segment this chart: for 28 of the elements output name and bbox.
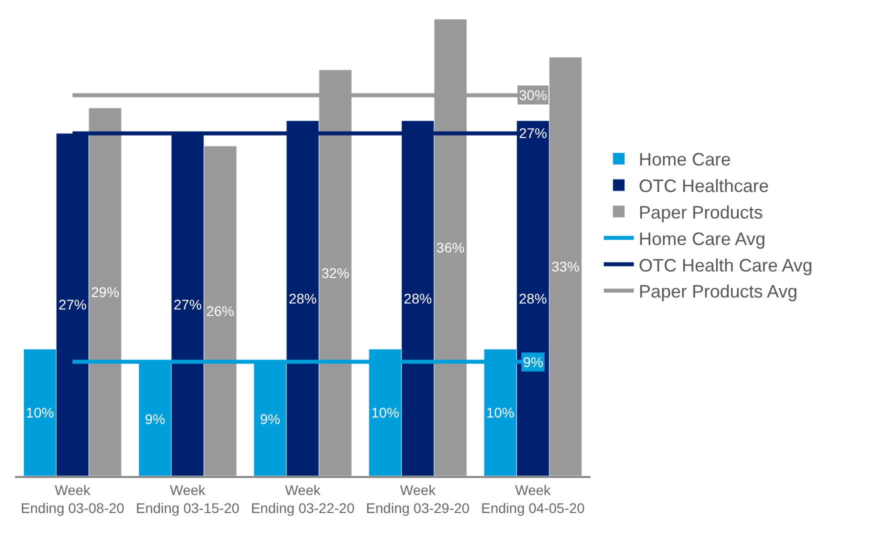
legend-label: Home Care Avg bbox=[638, 228, 766, 249]
x-tick-label: Week Ending 03-22-20 bbox=[250, 482, 355, 516]
data-label: 10% bbox=[26, 404, 54, 421]
data-label: 27% bbox=[174, 296, 202, 313]
data-label: 9% bbox=[144, 410, 166, 427]
data-label: 32% bbox=[321, 264, 350, 281]
legend-label: OTC Healthcare bbox=[638, 176, 769, 196]
data-label: 27% bbox=[519, 125, 548, 141]
legend-label: OTC Health Care Avg bbox=[638, 255, 813, 276]
data-label: 28% bbox=[404, 290, 432, 306]
data-label: 28% bbox=[518, 290, 547, 306]
data-label: 29% bbox=[91, 284, 120, 300]
data-label: 10% bbox=[486, 404, 514, 421]
data-label: 28% bbox=[288, 290, 317, 306]
data-label: 10% bbox=[371, 404, 400, 421]
x-tick-label: Week Ending 03-15-20 bbox=[136, 482, 240, 516]
data-label: 33% bbox=[552, 258, 580, 275]
x-tick-label: Week Ending 03-08-20 bbox=[20, 482, 125, 516]
data-label: 9% bbox=[260, 410, 280, 427]
x-tick-label: Week Ending 03-29-20 bbox=[366, 482, 470, 516]
data-label: 27% bbox=[58, 296, 87, 313]
legend-label: Paper Products bbox=[638, 202, 763, 222]
legend-label: Paper Products Avg bbox=[638, 282, 798, 302]
data-label: 36% bbox=[436, 240, 464, 256]
data-label: 26% bbox=[206, 303, 234, 320]
x-tick-label: Week Ending 04-05-20 bbox=[481, 482, 585, 516]
data-label: 9% bbox=[523, 354, 544, 370]
legend-label: Home Care bbox=[638, 150, 731, 170]
